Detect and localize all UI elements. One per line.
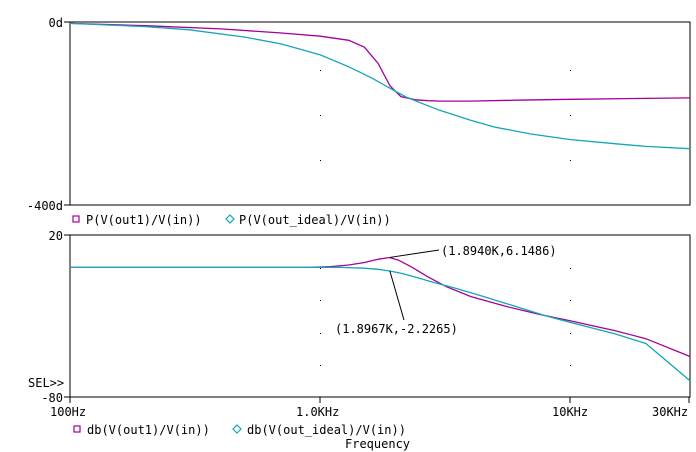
legend-diamond-marker <box>225 214 235 224</box>
phase-y-tick-label-top: 0d <box>49 16 63 30</box>
legend-label-db-out-ideal[interactable]: db(V(out_ideal)/V(in)) <box>247 423 406 437</box>
magnitude-plot-frame[interactable] <box>69 234 691 398</box>
x-axis-label: Frequency <box>345 437 410 451</box>
grid-dot <box>320 160 321 161</box>
grid-dot <box>570 70 571 71</box>
grid-dot <box>320 365 321 366</box>
x-tick-label-100hz: 100Hz <box>50 405 86 419</box>
cursor-annotation-leader-out-ideal <box>389 270 405 321</box>
magnitude-series-out-ideal-line <box>70 266 691 382</box>
grid-dot <box>320 70 321 71</box>
legend-square-marker <box>72 215 80 223</box>
grid-dot <box>320 333 321 334</box>
grid-dot <box>570 160 571 161</box>
grid-dot <box>570 268 571 269</box>
grid-dot <box>320 300 321 301</box>
x-tick-label-30khz: 30KHz <box>652 405 688 419</box>
legend-square-marker <box>73 425 81 433</box>
grid-dot <box>570 365 571 366</box>
grid-dot <box>570 115 571 116</box>
cursor-annotation-out-ideal: (1.8967K,-2.2265) <box>335 322 458 336</box>
magnitude-grid-dots <box>320 268 571 366</box>
x-tick-label-10khz: 10KHz <box>552 405 588 419</box>
legend-diamond-marker <box>232 424 242 434</box>
grid-dot <box>570 333 571 334</box>
legend-label-phase-out1[interactable]: P(V(out1)/V(in)) <box>86 213 202 227</box>
phase-y-tick-label-bottom: -400d <box>27 199 63 213</box>
phase-plot-frame <box>69 21 691 206</box>
grid-dot <box>320 268 321 269</box>
sel-prompt[interactable]: SEL>> <box>28 376 64 390</box>
cursor-annotation-leader-out1 <box>389 249 440 258</box>
legend-label-db-out1[interactable]: db(V(out1)/V(in)) <box>87 423 210 437</box>
phase-series-out1-line <box>69 22 691 102</box>
grid-dot <box>320 115 321 116</box>
magnitude-y-tick-label-bottom: -80 <box>41 391 63 405</box>
phase-series-out-ideal-line <box>69 22 691 150</box>
grid-dot <box>570 300 571 301</box>
magnitude-series-out1-line <box>70 256 691 358</box>
cursor-annotation-out1: (1.8940K,6.1486) <box>441 244 557 258</box>
phase-grid-dots <box>320 70 571 161</box>
magnitude-y-tick-label-top: 20 <box>49 229 63 243</box>
legend-label-phase-out-ideal[interactable]: P(V(out_ideal)/V(in)) <box>239 213 391 227</box>
x-tick-label-1khz: 1.0KHz <box>296 405 339 419</box>
